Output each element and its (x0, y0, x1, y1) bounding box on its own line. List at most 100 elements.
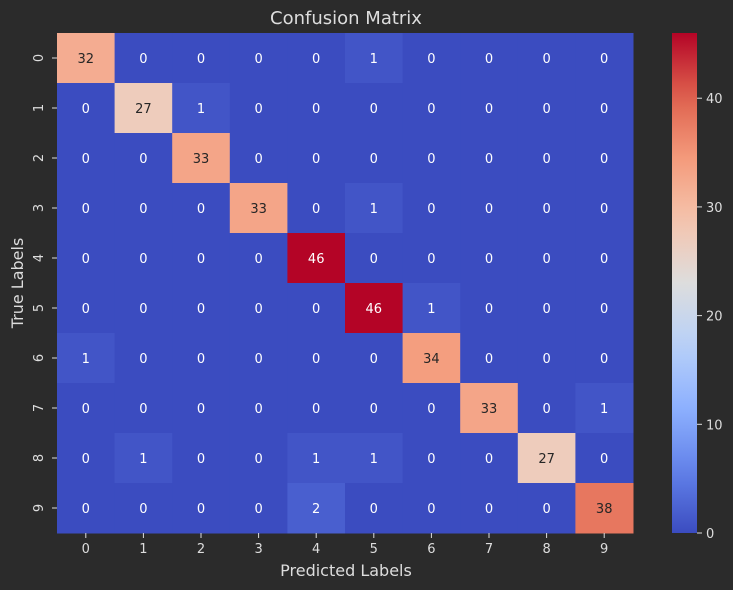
cell-value-label: 1 (312, 452, 320, 467)
heatmap-cell (287, 33, 346, 84)
heatmap-cell (517, 383, 576, 434)
heatmap-cell (460, 33, 519, 84)
heatmap-cell (57, 383, 116, 434)
cell-value-label: 0 (600, 302, 608, 317)
heatmap-cell (172, 83, 231, 134)
cell-value-label: 0 (254, 302, 262, 317)
cell-value-label: 33 (250, 202, 267, 217)
x-tick-label: 8 (542, 542, 550, 557)
cell-value-label: 0 (542, 352, 550, 367)
heatmap-cell (287, 383, 346, 434)
cell-value-label: 0 (139, 502, 147, 517)
cell-value-label: 0 (542, 152, 550, 167)
y-tick-label: 4 (32, 254, 47, 262)
colorbar-tick-label: 40 (706, 92, 723, 107)
cell-value-label: 0 (370, 152, 378, 167)
cell-value-label: 0 (82, 502, 90, 517)
heatmap-cell (229, 483, 288, 534)
heatmap-cell (575, 383, 634, 434)
y-tick-label: 0 (32, 54, 47, 62)
cell-value-label: 27 (538, 452, 555, 467)
heatmap-cell (114, 133, 173, 184)
heatmap-cell (287, 483, 346, 534)
cell-value-label: 0 (600, 452, 608, 467)
cell-value-label: 0 (312, 152, 320, 167)
y-tick-label: 1 (32, 104, 47, 112)
heatmap-cell (460, 383, 519, 434)
cell-value-label: 0 (312, 352, 320, 367)
cell-value-label: 1 (370, 452, 378, 467)
x-tick-label: 7 (485, 542, 493, 557)
heatmap-cell (229, 283, 288, 334)
heatmap-cell (402, 183, 461, 234)
y-tick-label: 9 (32, 504, 47, 512)
heatmap-cell (460, 83, 519, 134)
cell-value-label: 1 (197, 102, 205, 117)
heatmap-cell (229, 433, 288, 484)
heatmap-cell (345, 433, 404, 484)
heatmap-cell (114, 283, 173, 334)
cell-value-label: 0 (82, 402, 90, 417)
heatmap-cell (402, 83, 461, 134)
heatmap-cell (575, 433, 634, 484)
heatmap-cell (57, 483, 116, 534)
cell-value-label: 0 (82, 452, 90, 467)
heatmap-cell (114, 383, 173, 434)
cell-value-label: 0 (139, 402, 147, 417)
cell-value-label: 1 (82, 352, 90, 367)
x-tick-label: 4 (312, 542, 320, 557)
heatmap-cell (57, 283, 116, 334)
heatmap-cell (517, 233, 576, 284)
cell-value-label: 0 (542, 52, 550, 67)
heatmap-cell (229, 133, 288, 184)
heatmap-cell (575, 483, 634, 534)
cell-value-label: 0 (197, 352, 205, 367)
cell-value-label: 0 (254, 502, 262, 517)
cell-value-label: 0 (427, 452, 435, 467)
cell-value-label: 0 (600, 152, 608, 167)
heatmap-cell (575, 83, 634, 134)
cell-value-label: 1 (139, 452, 147, 467)
cell-value-label: 0 (370, 102, 378, 117)
heatmap-cell (402, 383, 461, 434)
cell-value-label: 0 (139, 352, 147, 367)
heatmap-cell (229, 83, 288, 134)
cell-value-label: 0 (427, 252, 435, 267)
heatmap-cell (172, 133, 231, 184)
heatmap-cell (114, 233, 173, 284)
heatmap-cell (575, 333, 634, 384)
cell-value-label: 0 (139, 302, 147, 317)
cell-value-label: 0 (312, 52, 320, 67)
x-tick-label: 2 (197, 542, 205, 557)
heatmap-cell (345, 483, 404, 534)
cell-value-label: 0 (600, 52, 608, 67)
cell-value-label: 0 (600, 202, 608, 217)
heatmap-cell (229, 33, 288, 84)
cell-value-label: 0 (600, 352, 608, 367)
heatmap-cell (402, 133, 461, 184)
heatmap-cell (460, 433, 519, 484)
heatmap-cell (517, 133, 576, 184)
x-tick-label: 9 (600, 542, 608, 557)
cell-value-label: 0 (197, 252, 205, 267)
heatmap-cell (345, 233, 404, 284)
cell-value-label: 0 (312, 202, 320, 217)
heatmap-cell (402, 483, 461, 534)
x-tick-label: 6 (427, 542, 435, 557)
cell-value-label: 33 (193, 152, 210, 167)
colorbar (672, 33, 697, 533)
heatmap-cell (57, 333, 116, 384)
heatmap-cell (172, 183, 231, 234)
heatmap-cell (172, 33, 231, 84)
cell-value-label: 0 (312, 102, 320, 117)
cell-value-label: 0 (82, 102, 90, 117)
heatmap-cell (172, 333, 231, 384)
heatmap-cell (460, 233, 519, 284)
heatmap-cell (575, 283, 634, 334)
cell-value-label: 0 (82, 152, 90, 167)
cell-value-label: 0 (542, 202, 550, 217)
heatmap-cell (517, 83, 576, 134)
chart-title: Confusion Matrix (270, 8, 422, 29)
heatmap-cell (575, 133, 634, 184)
cell-value-label: 0 (254, 152, 262, 167)
